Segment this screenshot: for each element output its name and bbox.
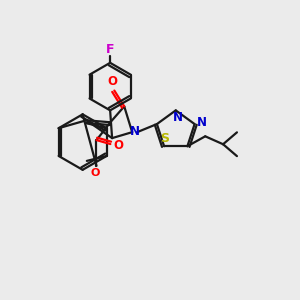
Text: N: N bbox=[173, 111, 183, 124]
Text: F: F bbox=[106, 44, 114, 56]
Text: N: N bbox=[130, 125, 140, 138]
Text: O: O bbox=[113, 139, 123, 152]
Text: O: O bbox=[107, 75, 117, 88]
Text: O: O bbox=[91, 168, 100, 178]
Text: S: S bbox=[160, 132, 169, 145]
Text: N: N bbox=[196, 116, 206, 129]
